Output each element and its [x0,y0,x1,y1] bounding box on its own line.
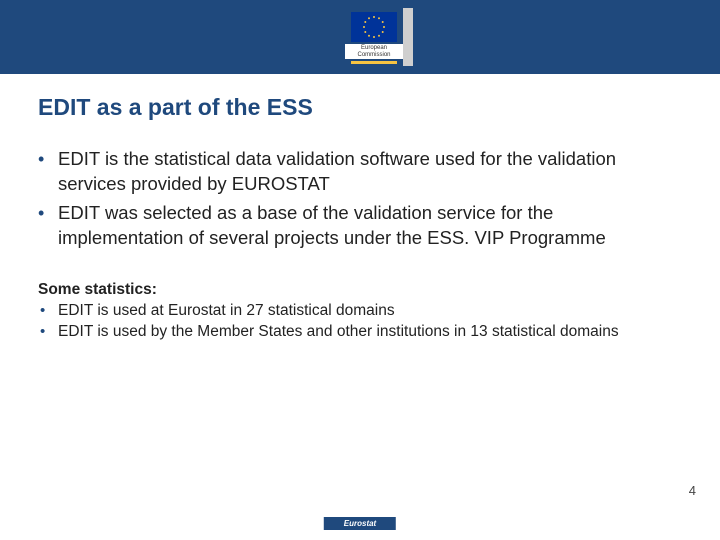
eu-flag-icon [351,12,397,42]
header-bar: European Commission [0,0,720,74]
logo-building-icon [403,8,413,66]
page-number: 4 [689,483,696,498]
logo-line1: European [361,45,387,51]
subheading: Some statistics: [38,281,682,299]
slide-title: EDIT as a part of the ESS [38,94,682,121]
logo-line2: Commission [357,52,390,58]
footer-badge: Eurostat [324,517,396,530]
logo-underline [351,61,397,64]
list-item: EDIT was selected as a base of the valid… [38,201,682,251]
list-item: EDIT is the statistical data validation … [38,147,682,197]
slide-content: EDIT as a part of the ESS EDIT is the st… [0,74,720,343]
sub-bullet-list: EDIT is used at Eurostat in 27 statistic… [38,301,682,343]
logo-text: European Commission [345,44,403,59]
list-item: EDIT is used at Eurostat in 27 statistic… [38,301,682,322]
list-item: EDIT is used by the Member States and ot… [38,322,682,343]
main-bullet-list: EDIT is the statistical data validation … [38,147,682,251]
ec-logo: European Commission [345,12,403,64]
